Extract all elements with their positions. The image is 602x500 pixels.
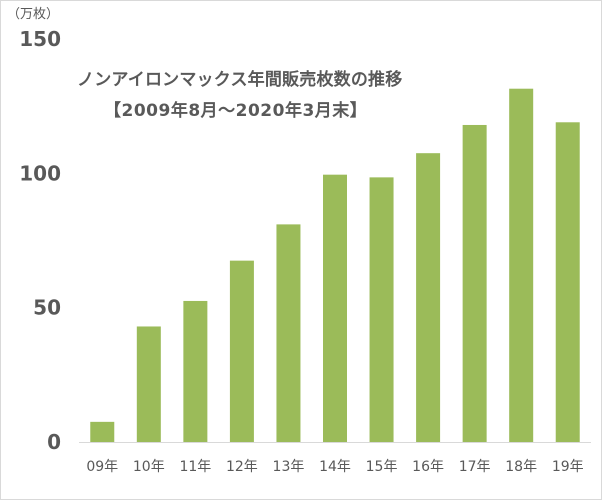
bar [509, 88, 534, 442]
x-tick-label: 14年 [319, 459, 351, 475]
bar [369, 177, 394, 442]
bar [183, 300, 208, 442]
bar [136, 326, 161, 442]
chart-subtitle: 【2009年8月～2020年3月末】 [104, 101, 368, 121]
bar [416, 153, 441, 442]
x-tick-label: 16年 [412, 459, 444, 475]
y-tick-label: 0 [47, 430, 61, 454]
x-tick-label: 15年 [366, 459, 398, 475]
x-tick-label: 12年 [226, 459, 258, 475]
y-tick-label: 100 [19, 161, 61, 185]
x-tick-label: 10年 [133, 459, 165, 475]
bar [229, 260, 254, 442]
x-tick-label: 11年 [179, 459, 211, 475]
bar [462, 124, 487, 443]
bar [276, 224, 301, 442]
x-tick-label: 09年 [86, 459, 118, 475]
x-tick-label: 17年 [459, 459, 491, 475]
bar [90, 421, 115, 442]
chart-title: ノンアイロンマックス年間販売枚数の推移 [77, 70, 403, 90]
y-axis-unit-label: （万枚） [7, 7, 60, 22]
x-tick-label: 13年 [273, 459, 305, 475]
bar [555, 122, 580, 442]
x-tick-label: 19年 [552, 459, 584, 475]
y-tick-label: 150 [19, 27, 61, 51]
y-tick-label: 50 [33, 296, 61, 320]
x-tick-label: 18年 [505, 459, 537, 475]
bar [323, 174, 347, 442]
